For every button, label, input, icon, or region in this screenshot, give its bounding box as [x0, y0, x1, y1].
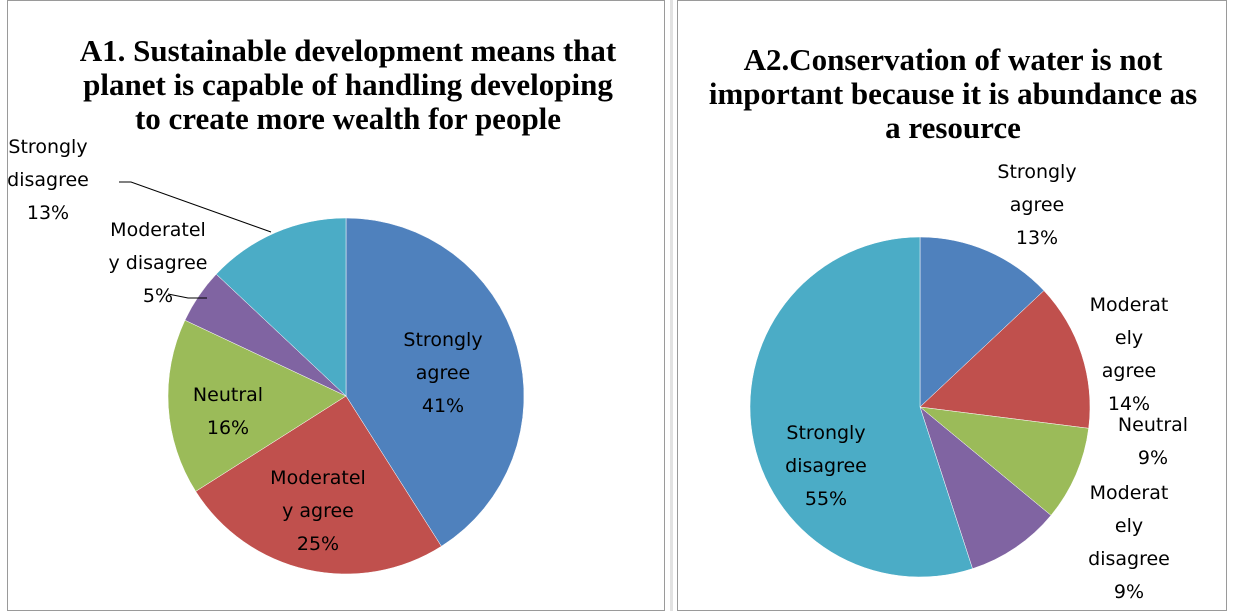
pie-slice-neutral [919, 406, 1089, 516]
panel-divider [670, 0, 673, 611]
slice-label-strongly-disagree: Strongly disagree 55% [785, 422, 867, 510]
slice-label-strongly-agree: Strongly agree 41% [403, 329, 482, 417]
pie-slice-strongly-disagree [215, 217, 347, 397]
pie-slice-strongly-agree [345, 217, 525, 547]
slice-label-strongly-disagree: Strongly disagree 13% [7, 136, 89, 224]
slice-label-moderately-disagree: Moderatel y disagree 5% [109, 219, 208, 307]
chart-title-a1: A1. Sustainable development means that p… [79, 33, 617, 136]
slice-label-neutral: Neutral 16% [193, 384, 263, 439]
chart-panel-a1: A1. Sustainable development means that p… [7, 0, 665, 611]
chart-panel-a2: A2.Conservation of water is not importan… [677, 0, 1227, 611]
pie-slice-neutral [167, 319, 347, 492]
pie-slice-strongly-agree [919, 236, 1045, 408]
slice-label-strongly-agree: Strongly agree 13% [997, 161, 1076, 249]
pie-slice-moderately-agree [195, 395, 442, 575]
pie-slice-moderately-disagree [919, 406, 1052, 569]
pie-chart-a2: Strongly agree 13%Moderat ely agree 14%Neutra… [749, 161, 1188, 603]
slice-label-moderately-disagree: Moderat ely disagree 9% [1088, 482, 1170, 603]
slice-label-moderately-agree: Moderatel y agree 25% [270, 467, 366, 555]
pie-slice-moderately-agree [919, 290, 1091, 429]
slice-label-neutral: Neutral 9% [1118, 414, 1188, 469]
slice-label-moderately-agree: Moderat ely agree 14% [1090, 294, 1169, 415]
chart-title-a2: A2.Conservation of water is not importan… [708, 42, 1198, 145]
leader-line [119, 181, 272, 233]
pie-slice-strongly-disagree [749, 236, 973, 578]
pie-chart-a1: Strongly agree 41% Moderatel y agree 25%Neutr… [7, 136, 525, 575]
leader-line [167, 293, 207, 299]
